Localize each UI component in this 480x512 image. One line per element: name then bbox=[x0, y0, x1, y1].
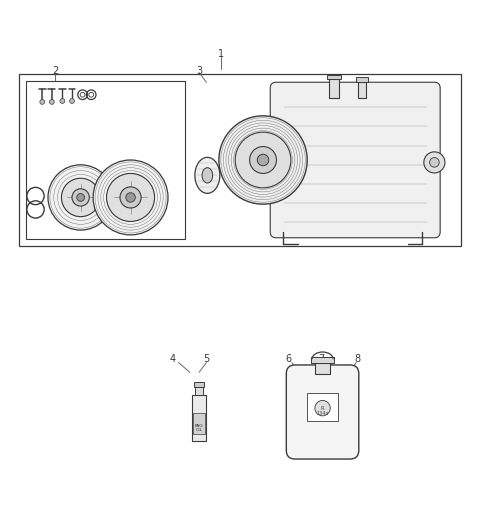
Text: 4: 4 bbox=[170, 354, 176, 364]
FancyBboxPatch shape bbox=[286, 365, 359, 459]
Bar bbox=[192, 395, 206, 441]
Circle shape bbox=[424, 152, 445, 173]
Circle shape bbox=[219, 116, 307, 204]
Text: 7: 7 bbox=[318, 354, 325, 364]
Bar bbox=[307, 393, 338, 421]
Circle shape bbox=[107, 174, 155, 222]
Circle shape bbox=[430, 158, 439, 167]
Text: 8: 8 bbox=[355, 354, 360, 364]
Circle shape bbox=[257, 154, 269, 166]
Text: 6: 6 bbox=[285, 354, 291, 364]
Circle shape bbox=[120, 187, 141, 208]
Bar bbox=[358, 82, 366, 98]
Bar bbox=[311, 357, 334, 363]
Text: 3: 3 bbox=[196, 66, 202, 76]
Bar bbox=[193, 413, 205, 434]
Text: PAG
OIL: PAG OIL bbox=[195, 424, 204, 432]
Circle shape bbox=[60, 99, 65, 103]
FancyBboxPatch shape bbox=[270, 82, 440, 238]
Bar bbox=[195, 387, 203, 395]
Circle shape bbox=[72, 189, 89, 206]
Bar bbox=[327, 75, 341, 79]
Bar bbox=[329, 79, 339, 98]
Bar bbox=[19, 74, 461, 246]
Text: R: R bbox=[321, 406, 324, 411]
Circle shape bbox=[70, 99, 74, 103]
Circle shape bbox=[61, 178, 100, 217]
Circle shape bbox=[93, 160, 168, 235]
Text: 5: 5 bbox=[203, 354, 210, 364]
Bar bbox=[26, 81, 185, 239]
Circle shape bbox=[250, 146, 276, 174]
Circle shape bbox=[49, 99, 54, 104]
Circle shape bbox=[77, 194, 84, 201]
Text: 134a: 134a bbox=[316, 412, 329, 416]
Ellipse shape bbox=[195, 157, 220, 194]
Circle shape bbox=[235, 132, 291, 188]
Circle shape bbox=[315, 400, 330, 416]
Circle shape bbox=[40, 99, 45, 104]
Circle shape bbox=[48, 165, 113, 230]
Text: 1: 1 bbox=[218, 49, 224, 59]
Bar bbox=[194, 382, 204, 387]
Text: 2: 2 bbox=[52, 66, 59, 76]
Ellipse shape bbox=[202, 167, 213, 183]
Bar bbox=[315, 363, 330, 374]
Circle shape bbox=[126, 193, 135, 202]
Bar bbox=[356, 77, 368, 82]
